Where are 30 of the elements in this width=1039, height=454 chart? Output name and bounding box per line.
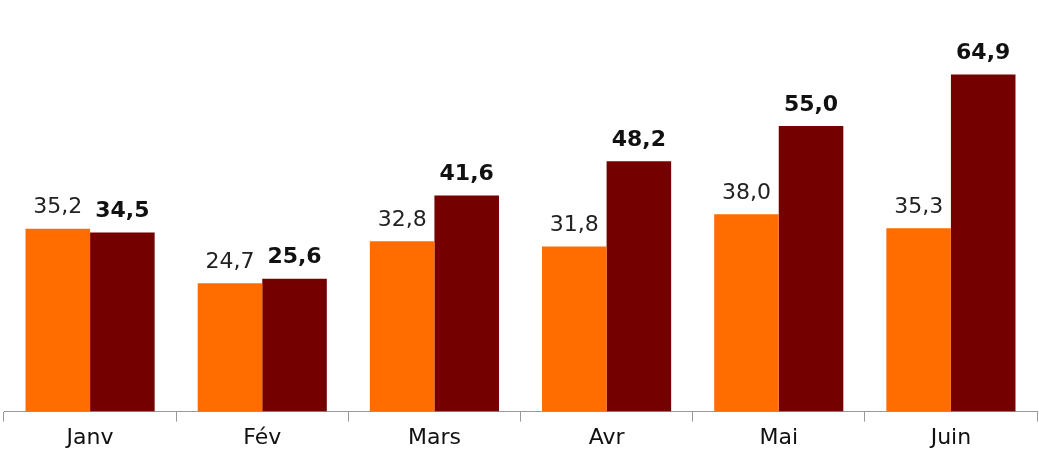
data-label: 32,8 [377,205,427,231]
data-label: 31,8 [549,211,599,237]
bar [714,214,779,412]
bar [950,74,1016,412]
data-label: 64,9 [956,39,1011,65]
bar [778,125,844,412]
bar [606,161,672,412]
data-label: 48,2 [611,125,667,151]
x-tick-label: Juin [928,423,972,449]
data-label: 38,0 [721,178,771,204]
bar [197,283,263,412]
data-label: 41,6 [439,160,494,186]
data-label: 35,3 [894,192,944,218]
x-tick-label: Avr [588,423,626,449]
data-label: 25,6 [267,243,322,269]
bar [262,278,327,412]
data-label: 34,5 [95,197,150,223]
x-tick-label: Mai [759,423,799,449]
bar [90,232,155,412]
bar [886,228,951,412]
bar [542,246,607,412]
data-label: 55,0 [783,90,839,116]
data-label: 35,2 [33,193,83,219]
x-tick-label: Mars [407,423,461,449]
bar [369,241,435,412]
x-tick-label: Janv [64,423,114,449]
x-tick-label: Fév [243,423,282,449]
bar [434,195,499,412]
data-label: 24,7 [205,248,255,274]
bar [25,228,91,412]
